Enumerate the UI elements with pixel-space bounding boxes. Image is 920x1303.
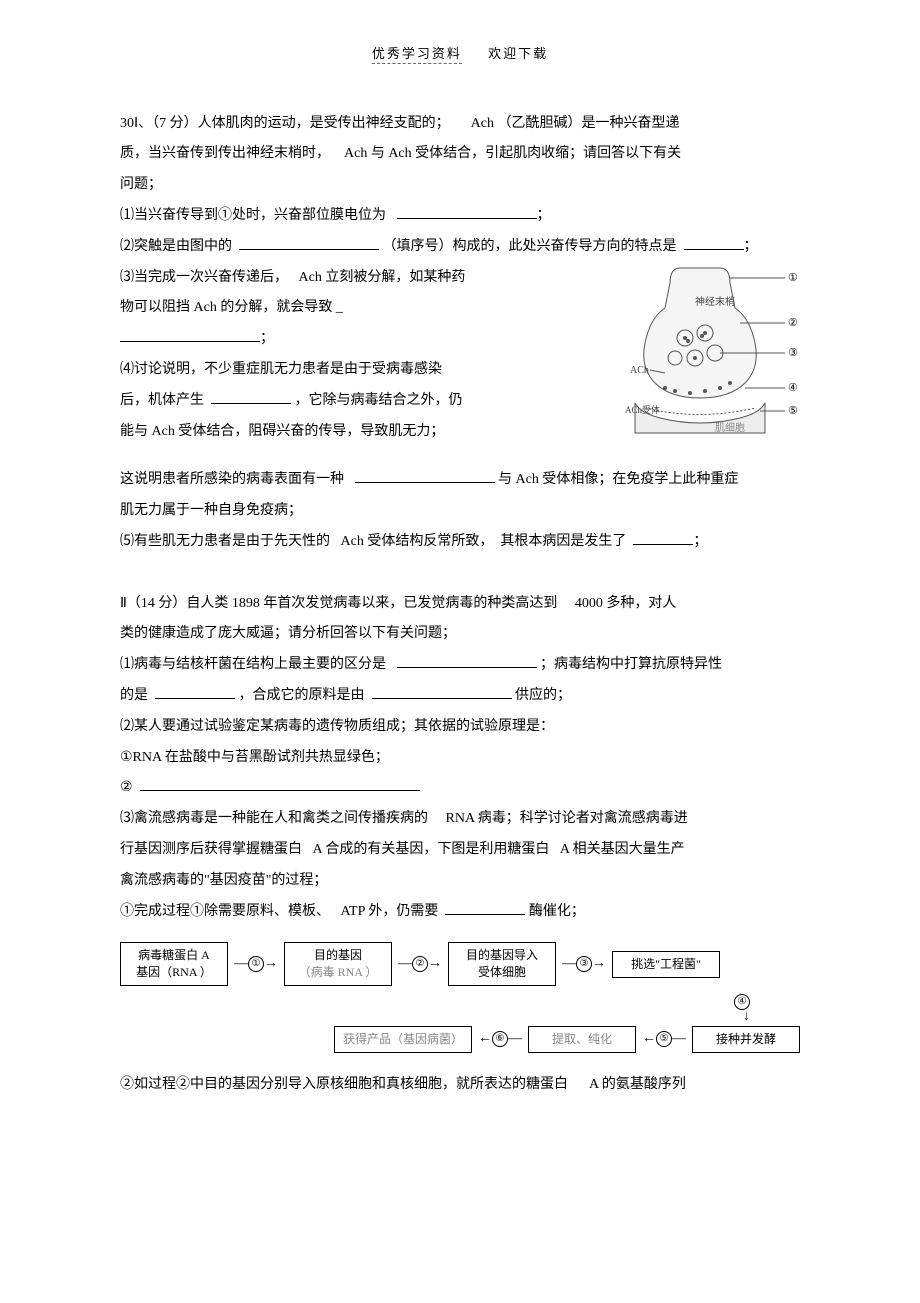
svg-text:神经末梢: 神经末梢 <box>695 295 735 308</box>
blank-field <box>140 776 420 791</box>
sub-q1: ⑴当兴奋传导到①处时，兴奋部位膜电位为 ； <box>120 201 800 232</box>
p2-q1: ⑴病毒与结核杆菌在结构上最主要的区分是 ；病毒结构中打算抗原特异性 <box>120 650 800 681</box>
blank-field <box>372 684 512 699</box>
header-right: 欢迎下载 <box>488 46 548 61</box>
header-left: 优秀学习资料 <box>372 46 462 64</box>
flowchart: 病毒糖蛋白 A 基因（RNA ） —①→ 目的基因 （病毒 RNA ） —②→ … <box>120 942 800 1054</box>
synapse-diagram: 神经末梢 ACh ACh受体 肌细胞 ① ② ③ ④ ⑤ <box>600 263 800 456</box>
svg-text:①: ① <box>788 272 798 284</box>
svg-text:⑤: ⑤ <box>788 405 798 417</box>
arrow-icon: —②→ <box>396 949 444 980</box>
q30-intro: 30Ⅰ、（7 分）人体肌肉的运动，是受传出神经支配的； Ach （乙酰胆碱）是一… <box>120 109 800 140</box>
flow-box-2: 目的基因 （病毒 RNA ） <box>284 942 392 986</box>
blank-field <box>355 468 495 483</box>
flow-box-4: 挑选"工程菌" <box>612 951 720 978</box>
blank-field <box>155 684 235 699</box>
content-body: 30Ⅰ、（7 分）人体肌肉的运动，是受传出神经支配的； Ach （乙酰胆碱）是一… <box>120 109 800 1101</box>
arrow-icon: ←⑥— <box>476 1024 524 1055</box>
flow-box-1: 病毒糖蛋白 A 基因（RNA ） <box>120 942 228 986</box>
blank-field <box>211 389 291 404</box>
blank-field <box>445 900 525 915</box>
p2-q2: ⑵某人要通过试验鉴定某病毒的遗传物质组成；其依据的试验原理是： <box>120 712 800 743</box>
arrow-icon: —③→ <box>560 949 608 980</box>
svg-text:③: ③ <box>788 347 798 359</box>
page-header: 优秀学习资料 欢迎下载 <box>120 40 800 69</box>
flow-box-6: 提取、纯化 <box>528 1026 636 1053</box>
svg-text:肌细胞: 肌细胞 <box>715 421 745 434</box>
arrow-icon: —①→ <box>232 949 280 980</box>
blank-field <box>397 653 537 668</box>
svg-text:②: ② <box>788 317 798 329</box>
sub-q2: ⑵突触是由图中的 （填序号）构成的，此处兴奋传导方向的特点是 ； <box>120 232 800 263</box>
blank-field <box>120 327 260 342</box>
blank-field <box>239 235 379 250</box>
blank-field <box>397 204 537 219</box>
blank-field <box>684 235 744 250</box>
arrow-icon: ←⑤— <box>640 1024 688 1055</box>
part2-intro: Ⅱ（14 分）自人类 1898 年首次发觉病毒以来，已发觉病毒的种类高达到 40… <box>120 589 800 620</box>
svg-text:ACh受体: ACh受体 <box>625 404 660 415</box>
sub-q5: ⑸有些肌无力患者是由于先天性的 Ach 受体结构反常所致， 其根本病因是发生了 … <box>120 527 800 558</box>
svg-text:④: ④ <box>788 382 798 394</box>
svg-text:ACh: ACh <box>630 365 649 376</box>
p2-q3: ⑶禽流感病毒是一种能在人和禽类之间传播疾病的 RNA 病毒；科学讨论者对禽流感病… <box>120 804 800 835</box>
flow-box-3: 目的基因导入 受体细胞 <box>448 942 556 986</box>
arrow-down: ④↓ <box>120 994 800 1024</box>
flow-box-5: 获得产品（基因病菌） <box>334 1026 472 1053</box>
blank-field <box>633 530 693 545</box>
flow-box-7: 接种并发酵 <box>692 1026 800 1053</box>
